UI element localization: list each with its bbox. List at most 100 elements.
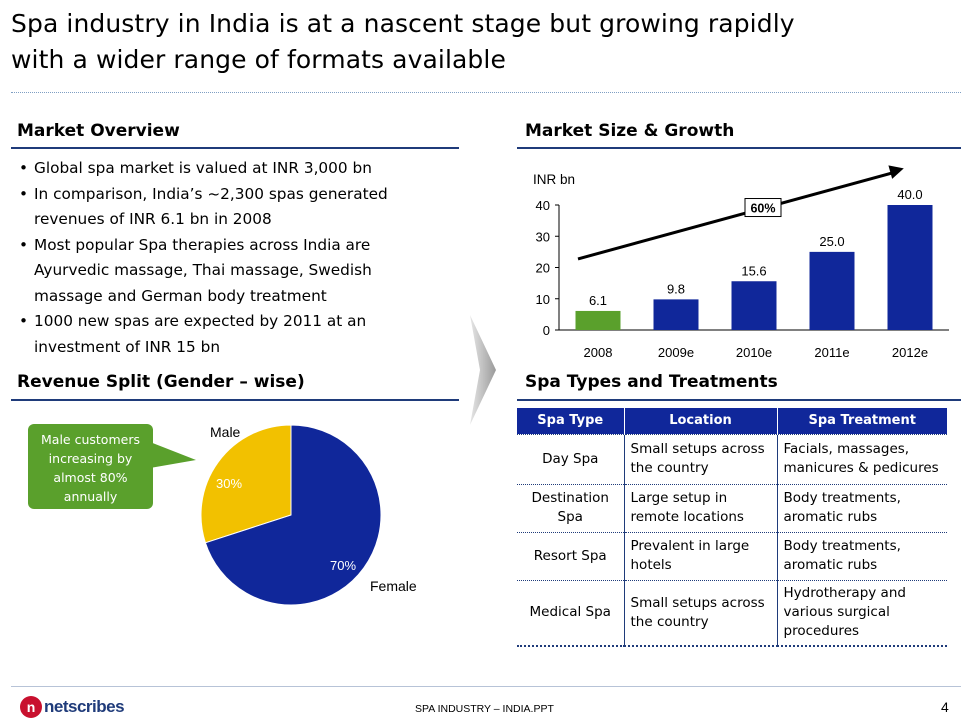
cell-line: Facials, massages,	[783, 441, 910, 457]
market-size-rule	[517, 147, 961, 149]
x-tick-label: 2008	[584, 345, 613, 360]
column-header-location: Location	[623, 408, 777, 434]
y-tick-label: 40	[536, 198, 550, 213]
pie-value-female: 70%	[330, 558, 357, 573]
overview-bullet: Most popular Spa therapies across India …	[17, 233, 457, 310]
treatment-cell: Facials, massages, manicures & pedicures	[776, 433, 947, 484]
revenue-split-rule	[11, 399, 459, 401]
pie-legend-male: Male	[210, 424, 241, 440]
cell-line: Day Spa	[542, 450, 599, 467]
cell-line: Hydrotherapy and	[783, 585, 906, 602]
x-tick-label: 2012e	[892, 345, 928, 360]
spa-types-rule	[517, 399, 961, 401]
cell-line: Body treatments,	[783, 538, 901, 554]
slide-title-line-1: Spa industry in India is at a nascent st…	[11, 9, 795, 38]
table-row: Day Spa Small setups across the country Fac…	[517, 433, 947, 484]
footer-file-name: SPA INDUSTRY – INDIA.PPT	[415, 703, 554, 715]
title-divider	[11, 92, 961, 93]
market-overview-heading: Market Overview	[17, 121, 180, 141]
bar-chart-axis: 0 10 20 30 40	[536, 198, 949, 338]
spa-type-cell: Day Spa	[517, 433, 624, 484]
cell-line: Small setups across	[630, 594, 765, 611]
bar-chart-marks: 6.1 2008 9.8 2009e 15.6 2010e 25.0 2011e 40.0 201…	[575, 187, 933, 360]
cell-line: aromatic rubs	[783, 509, 878, 525]
bar	[653, 299, 699, 330]
spa-type-cell: Destination Spa	[517, 483, 624, 532]
cell-line: Spa	[557, 509, 583, 525]
overview-bullet: 1000 new spas are expected by 2011 at an…	[17, 309, 457, 360]
pie-legend-female: Female	[370, 578, 417, 594]
location-cell: Prevalent in large hotels	[623, 531, 777, 580]
pie-value-male: 30%	[216, 476, 243, 491]
cell-line: aromatic rubs	[783, 557, 878, 573]
spa-type-cell: Resort Spa	[517, 531, 624, 580]
bar	[575, 310, 621, 330]
y-tick-label: 20	[536, 261, 550, 276]
overview-bullet-line: massage and German body treatment	[34, 286, 327, 305]
bar	[809, 251, 855, 330]
x-tick-label: 2009e	[658, 345, 694, 360]
cell-line: various surgical	[783, 604, 890, 621]
cell-line: manicures & pedicures	[783, 460, 939, 476]
market-size-heading: Market Size & Growth	[525, 121, 735, 141]
bar-value-label: 15.6	[741, 263, 766, 278]
callout-line: almost 80%	[53, 470, 128, 485]
cell-line: Large setup in	[630, 490, 728, 506]
cell-line: Destination	[531, 490, 609, 506]
spa-types-table: Spa Type Location Spa Treatment Day Spa S…	[517, 408, 947, 647]
location-cell: Large setup in remote locations	[623, 483, 777, 532]
bar-value-label: 25.0	[819, 234, 844, 249]
male-growth-callout: Male customers increasing by almost 80% ann…	[28, 424, 153, 509]
bar-value-label: 40.0	[897, 187, 922, 202]
callout-line: annually	[63, 489, 118, 504]
cell-line: Resort Spa	[533, 547, 607, 564]
table-row: Medical Spa Small setups across the countr…	[517, 579, 947, 646]
chevron-right-icon	[470, 315, 496, 425]
column-header-spa-type: Spa Type	[517, 408, 624, 434]
growth-label-box	[744, 198, 782, 218]
pie-slice-male	[200, 424, 292, 544]
column-header-spa-treatment: Spa Treatment	[776, 408, 947, 434]
cell-line: remote locations	[630, 509, 744, 525]
overview-bullet-line: Global spa market is valued at INR 3,000…	[34, 159, 372, 177]
callout-pointer	[150, 442, 196, 468]
cell-line: procedures	[783, 623, 860, 640]
bar	[887, 205, 933, 330]
revenue-split-heading: Revenue Split (Gender – wise)	[17, 372, 305, 392]
cell-line: hotels	[630, 557, 672, 573]
table-row: Resort Spa Prevalent in large hotels Body t…	[517, 531, 947, 580]
spa-types-heading: Spa Types and Treatments	[525, 372, 778, 392]
logo-icon: n	[20, 696, 42, 718]
bar-value-label: 6.1	[589, 293, 607, 308]
overview-bullet-line: revenues of INR 6.1 bn in 2008	[34, 210, 272, 228]
footer-divider	[11, 686, 961, 687]
slide-title: Spa industry in India is at a nascent st…	[11, 6, 961, 78]
page-number: 4	[941, 699, 949, 715]
market-overview-rule	[11, 147, 459, 149]
y-tick-label: 0	[543, 323, 550, 338]
x-tick-label: 2011e	[814, 345, 849, 360]
treatment-cell: Body treatments, aromatic rubs	[776, 483, 947, 532]
overview-bullet: In comparison, India’s ~2,300 spas gener…	[17, 182, 457, 233]
logo-wordmark: netscribes	[44, 697, 125, 716]
callout-line: Male customers	[41, 432, 140, 447]
bar-value-label: 9.8	[667, 281, 685, 296]
market-overview-bullets: Global spa market is valued at INR 3,000…	[17, 156, 457, 360]
growth-arrow-head	[888, 165, 904, 179]
location-cell: Small setups across the country	[623, 433, 777, 484]
pie-slice-female	[204, 424, 382, 606]
cell-line: Small setups across	[630, 441, 765, 457]
cell-line: Body treatments,	[783, 490, 901, 506]
growth-label: 60%	[750, 202, 775, 216]
spa-type-cell: Medical Spa	[517, 579, 624, 646]
overview-bullet-line: Most popular Spa therapies across India …	[34, 235, 371, 254]
overview-bullet-line: Ayurvedic massage, Thai massage, Swedish	[34, 261, 372, 279]
netscribes-logo: n netscribes	[20, 696, 125, 718]
treatment-cell: Hydrotherapy and various surgical procedur…	[776, 579, 947, 646]
cell-line: Medical Spa	[529, 604, 611, 621]
cell-line: the country	[630, 460, 709, 476]
overview-bullet-line: investment of INR 15 bn	[34, 337, 221, 356]
cell-line: the country	[630, 613, 709, 630]
bar	[731, 281, 777, 330]
treatment-cell: Body treatments, aromatic rubs	[776, 531, 947, 580]
